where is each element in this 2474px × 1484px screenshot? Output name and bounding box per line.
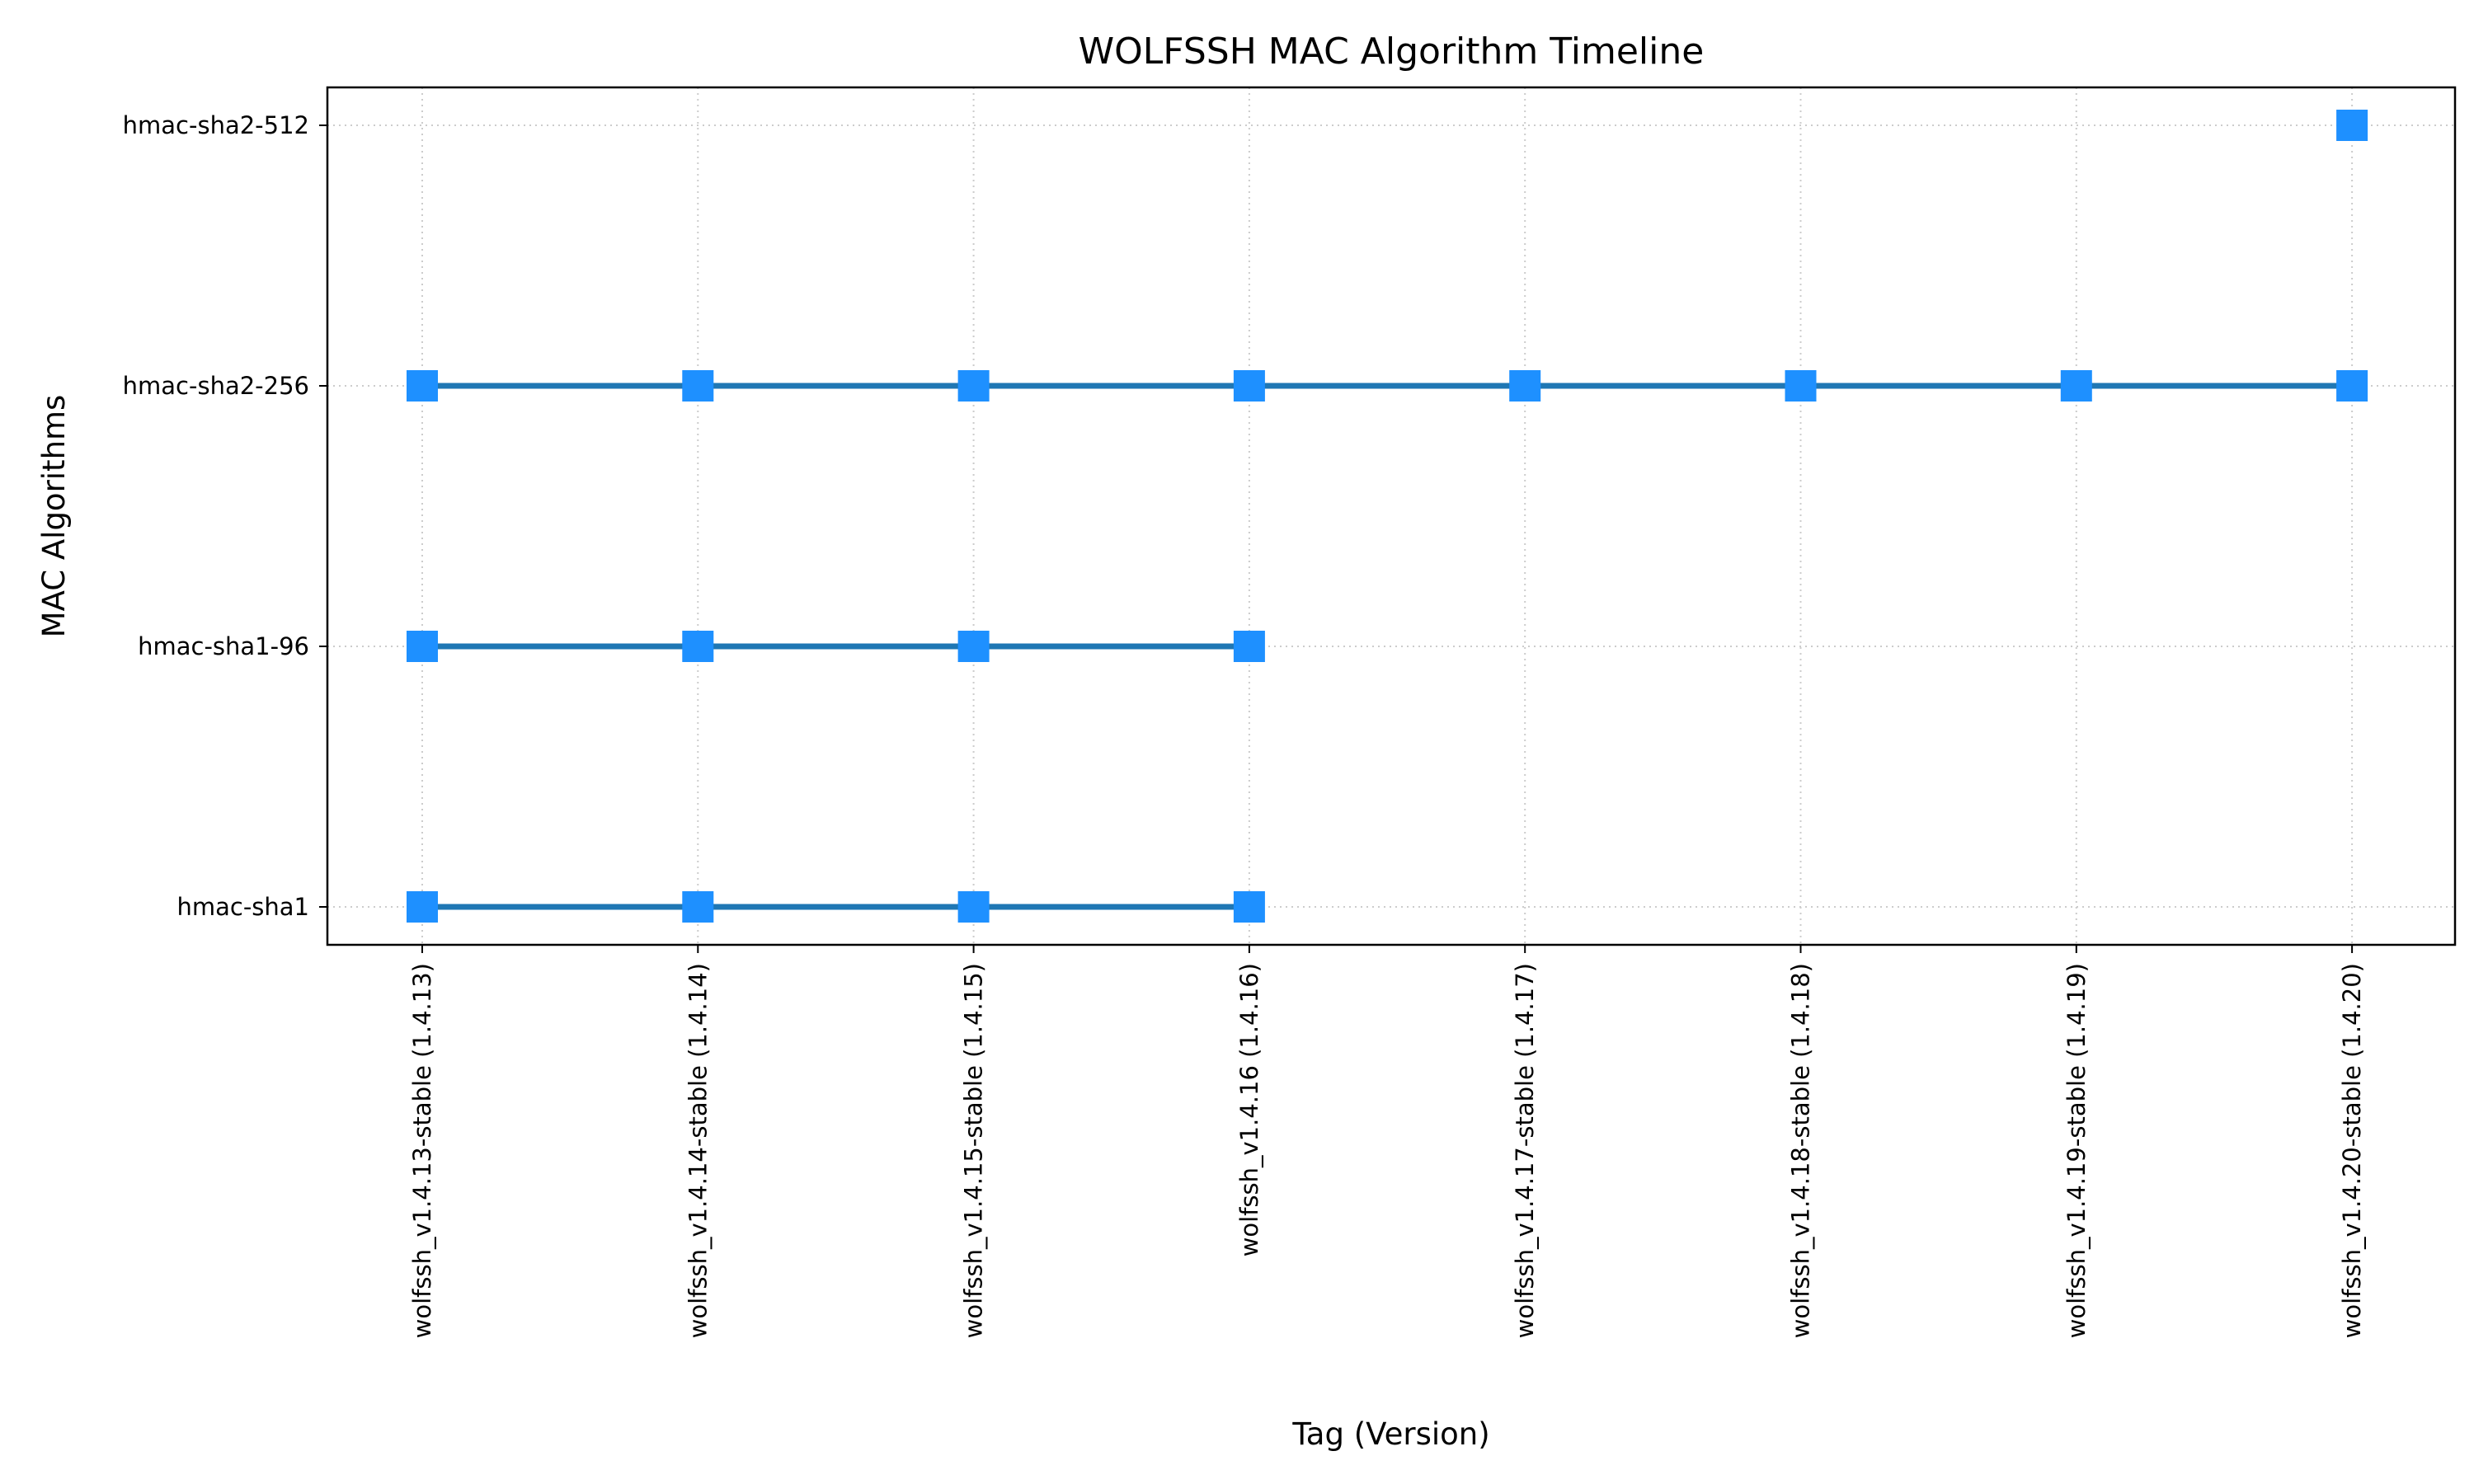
x-tick-label: wolfssh_v1.4.16 (1.4.16) [1235,963,1263,1256]
x-tick-label: wolfssh_v1.4.17-stable (1.4.17) [1511,963,1539,1338]
y-tick-label: hmac-sha2-512 [123,111,309,139]
data-point [1233,631,1265,662]
data-point [682,891,714,923]
x-tick-label: wolfssh_v1.4.13-stable (1.4.13) [408,963,436,1338]
y-tick-label: hmac-sha1 [176,893,309,921]
x-tick-label: wolfssh_v1.4.18-stable (1.4.18) [1787,963,1815,1338]
y-tick-label: hmac-sha2-256 [123,372,309,400]
data-point [2336,110,2368,141]
data-point [407,891,438,923]
plot-frame [326,86,2457,946]
series-markers [407,110,2368,923]
x-ticks: wolfssh_v1.4.13-stable (1.4.13) wolfssh_v… [408,945,2366,1338]
x-tick-label: wolfssh_v1.4.15-stable (1.4.15) [960,963,988,1338]
data-point [682,370,714,402]
y-tick-label: hmac-sha1-96 [138,632,309,660]
y-axis-label: MAC Algorithms [36,395,72,638]
chart-title: WOLFSSH MAC Algorithm Timeline [1079,31,1705,73]
data-point [2060,370,2092,402]
series-lines [422,383,2353,910]
data-point [957,891,990,923]
x-tick-label: wolfssh_v1.4.20-stable (1.4.20) [2338,963,2366,1338]
data-point [1233,891,1265,923]
data-point [1785,370,1817,402]
x-tick-label: wolfssh_v1.4.19-stable (1.4.19) [2062,963,2091,1338]
data-point [407,631,438,662]
data-point [2336,370,2368,402]
data-point [957,370,990,402]
x-tick-label: wolfssh_v1.4.14-stable (1.4.14) [684,963,712,1338]
x-axis-label: Tag (Version) [1291,1416,1489,1452]
data-point [957,631,990,662]
data-point [1509,370,1541,402]
y-ticks: hmac-sha1 hmac-sha1-96 hmac-sha2-256 hmac-s… [123,111,327,921]
data-point [407,370,438,402]
data-point [1233,370,1265,402]
data-point [682,631,714,662]
